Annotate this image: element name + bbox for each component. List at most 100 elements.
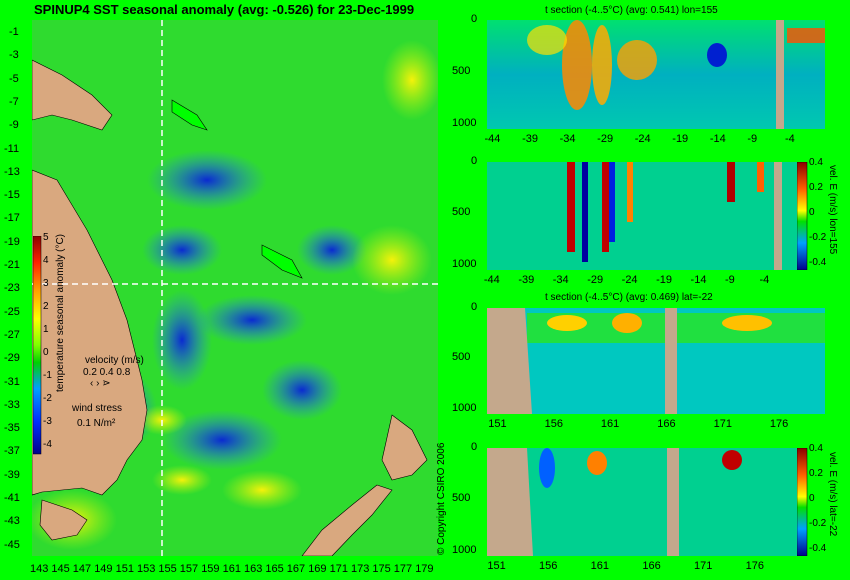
section-y-tick: 500 <box>452 64 471 77</box>
map-y-tick: -35 <box>4 422 20 435</box>
section-x-tick: 156 <box>539 560 558 572</box>
map-colorbar-tick: 4 <box>43 255 49 266</box>
map-y-tick: -31 <box>4 375 20 388</box>
map-x-tick: 171 <box>329 563 348 575</box>
section-colorbar-tick: 0.4 <box>809 443 823 454</box>
map-y-tick: -19 <box>4 235 20 248</box>
map-x-tick: 163 <box>244 563 263 575</box>
section-x-tick: -14 <box>690 274 707 286</box>
section-x-tick: 166 <box>657 418 676 430</box>
section-x-tick: -24 <box>621 274 638 286</box>
section-y-tick: 1000 <box>452 116 477 129</box>
map-y-tick: -45 <box>4 538 20 551</box>
new-guinea <box>32 59 113 131</box>
map-x-tick: 159 <box>201 563 220 575</box>
section-y-tick: 500 <box>452 351 471 364</box>
section-x-tick: 176 <box>769 418 789 430</box>
map-x-tick: 147 <box>72 563 92 575</box>
map-colorbar-tick: 5 <box>43 232 49 243</box>
section4-plot <box>487 448 797 556</box>
section-colorbar-tick: -0.4 <box>809 543 827 555</box>
map-y-tick: -41 <box>4 492 20 504</box>
map-x-tick: 153 <box>137 563 156 575</box>
tasmania <box>39 499 88 541</box>
section-x-tick: -44 <box>483 274 500 286</box>
section-x-tick: -29 <box>597 133 614 145</box>
section-x-tick: -19 <box>672 133 689 145</box>
map-colorbar <box>33 236 42 455</box>
section-x-tick: -9 <box>747 133 758 145</box>
section-y-tick: 500 <box>452 492 471 505</box>
section-colorbar-tick: 0 <box>809 493 815 505</box>
section-colorbar-tick: 0.2 <box>809 468 823 480</box>
section2-plot <box>487 162 797 270</box>
map-y-tick: -11 <box>4 142 20 155</box>
section3-title: t section (-4..5°C) (avg: 0.469) lat=-22 <box>545 292 713 303</box>
map-y-tick: -39 <box>4 468 20 481</box>
section-colorbar-tick: 0 <box>809 207 815 219</box>
nz-north-island <box>381 414 428 481</box>
section-colorbar-tick: 0.2 <box>809 182 823 194</box>
section-x-tick: -34 <box>559 133 576 145</box>
map-y-tick: -21 <box>4 259 20 271</box>
map-plot <box>32 20 438 556</box>
map-x-tick: 173 <box>351 563 370 575</box>
section-x-tick: 151 <box>487 560 506 572</box>
copyright: © Copyright CSIRO 2006 <box>436 442 447 555</box>
section-x-tick: -39 <box>518 274 535 286</box>
map-colorbar-tick: -3 <box>43 416 52 427</box>
velocity-legend-arrows: ‹ › ⋗ <box>90 378 111 389</box>
map-x-tick: 165 <box>265 563 284 575</box>
map-x-tick: 143 <box>30 563 49 575</box>
section-x-tick: 151 <box>488 418 507 430</box>
section1-title: t section (-4..5°C) (avg: 0.541) lon=155 <box>545 5 718 16</box>
map-x-tick: 149 <box>94 563 113 575</box>
section2-colorbar-label: vel. E (m/s) lon=155 <box>827 165 838 255</box>
map-y-tick: -33 <box>4 398 20 411</box>
section4-colorbar-label: vel. E (m/s) lat=-22 <box>827 452 838 537</box>
section-x-tick: -29 <box>587 274 604 286</box>
section-y-tick: 1000 <box>452 257 477 270</box>
map-y-tick: -43 <box>4 515 20 528</box>
wind-legend-value: 0.1 N/m² <box>77 418 116 429</box>
section-colorbar-tick: -0.2 <box>809 518 827 530</box>
map-y-tick: -37 <box>4 445 20 458</box>
section-x-tick: -4 <box>784 133 795 145</box>
land-masses <box>32 59 428 556</box>
map-y-tick: -23 <box>4 282 20 295</box>
section-colorbar-tick: -0.2 <box>809 232 827 244</box>
solomon-islands <box>171 99 208 131</box>
map-y-tick: -25 <box>4 305 20 318</box>
section-x-tick: -34 <box>552 274 569 286</box>
map-x-tick: 179 <box>415 563 434 575</box>
map-x-tick: 167 <box>286 563 306 575</box>
section-x-tick: -19 <box>656 274 673 286</box>
map-y-tick: -15 <box>4 189 20 202</box>
map-colorbar-tick: 1 <box>43 324 49 335</box>
map-y-tick: -1 <box>9 26 19 38</box>
section-x-tick: -39 <box>522 133 538 145</box>
section1-plot <box>487 20 825 129</box>
map-colorbar-tick: -2 <box>43 393 52 404</box>
section-x-tick: -14 <box>709 133 726 145</box>
section-colorbar-tick: 0.4 <box>809 157 823 168</box>
section-x-tick: 176 <box>745 560 765 572</box>
map-y-tick: -17 <box>4 212 20 225</box>
map-y-tick: -9 <box>9 119 19 132</box>
map-x-tick: 151 <box>115 563 134 575</box>
map-x-tick: 155 <box>158 563 177 575</box>
velocity-legend-values: 0.2 0.4 0.8 <box>83 367 131 378</box>
section-x-tick: 171 <box>694 560 713 572</box>
map-x-tick: 175 <box>372 563 391 575</box>
section-y-tick: 1000 <box>452 401 477 414</box>
section-x-tick: -4 <box>759 274 770 286</box>
map-colorbar-tick: 0 <box>43 347 49 358</box>
map-x-tick: 157 <box>179 563 199 575</box>
section-y-tick: 0 <box>471 155 478 167</box>
map-title: SPINUP4 SST seasonal anomaly (avg: -0.52… <box>34 2 415 17</box>
map-x-tick: 161 <box>222 563 241 575</box>
wind-legend-label: wind stress <box>72 403 123 414</box>
section2-colorbar <box>797 162 808 270</box>
section-colorbar-tick: -0.4 <box>809 257 827 269</box>
section-x-tick: 161 <box>590 560 610 572</box>
